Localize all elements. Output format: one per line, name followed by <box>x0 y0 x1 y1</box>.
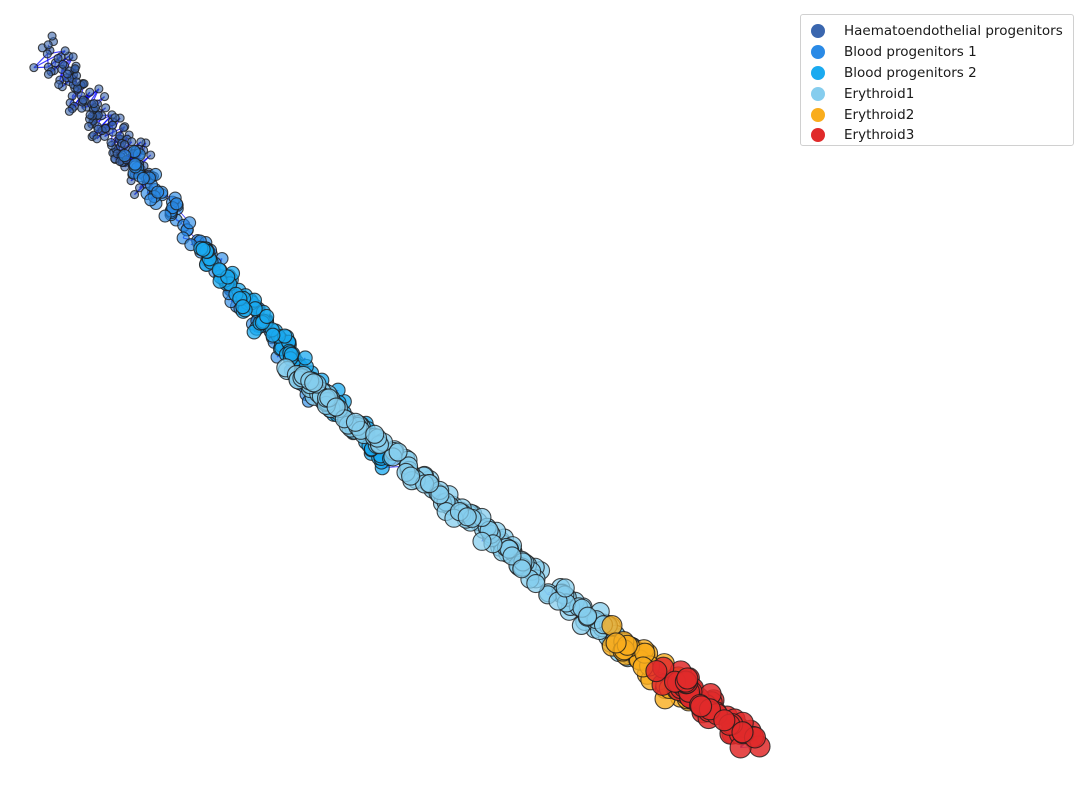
data-point <box>115 131 125 141</box>
data-point <box>259 308 275 325</box>
data-point <box>68 52 78 62</box>
data-point <box>526 573 546 594</box>
data-point <box>146 150 156 160</box>
legend-label: Haematoendothelial progenitors <box>844 23 1063 40</box>
data-point <box>605 632 627 654</box>
data-point <box>235 299 251 315</box>
data-point <box>297 350 313 366</box>
data-point <box>62 69 72 79</box>
legend-label: Erythroid2 <box>844 106 915 123</box>
data-point <box>89 99 99 109</box>
legend: Haematoendothelial progenitors Blood pro… <box>800 14 1074 146</box>
data-point <box>713 709 736 732</box>
data-point <box>83 121 94 132</box>
data-point <box>64 106 74 116</box>
data-point <box>690 695 713 718</box>
data-point <box>502 546 522 566</box>
data-point <box>676 667 699 690</box>
legend-label: Erythroid3 <box>844 127 915 144</box>
data-point <box>304 373 324 393</box>
data-point <box>388 442 408 462</box>
data-point <box>78 95 88 105</box>
data-point <box>119 123 129 133</box>
legend-label: Blood progenitors 1 <box>844 44 977 61</box>
data-point <box>43 40 53 50</box>
data-point <box>183 216 197 230</box>
data-point <box>106 137 116 148</box>
data-point <box>119 140 130 150</box>
data-point <box>100 92 110 102</box>
data-point <box>136 171 150 186</box>
legend-marker <box>811 128 825 143</box>
data-point <box>578 606 598 626</box>
data-point <box>645 660 668 683</box>
data-point <box>100 123 111 134</box>
data-point <box>118 148 132 163</box>
data-point <box>326 397 346 417</box>
data-point <box>419 474 440 494</box>
data-point <box>42 49 52 59</box>
data-point <box>110 113 120 123</box>
data-point <box>195 241 211 257</box>
data-point <box>265 327 281 343</box>
data-point <box>555 578 575 598</box>
data-point <box>79 79 89 89</box>
data-point <box>94 84 104 94</box>
data-point <box>101 103 111 113</box>
data-point <box>129 190 140 200</box>
legend-marker <box>811 65 825 80</box>
data-point <box>93 124 103 134</box>
legend-item: Blood progenitors 2 <box>811 63 1073 84</box>
data-point <box>401 466 421 486</box>
data-point <box>345 412 366 432</box>
legend-label: Blood progenitors 2 <box>844 64 977 81</box>
data-point <box>151 185 165 199</box>
data-point <box>71 77 82 87</box>
data-point <box>457 507 477 527</box>
data-point <box>92 134 102 144</box>
data-points <box>29 31 771 759</box>
data-point <box>211 262 227 278</box>
data-point <box>85 110 95 120</box>
data-point <box>85 87 95 97</box>
legend-item: Erythroid2 <box>811 104 1073 125</box>
legend-item: Erythroid3 <box>811 125 1073 146</box>
data-point <box>54 79 64 90</box>
data-point <box>731 721 754 744</box>
legend-item: Erythroid1 <box>811 83 1073 104</box>
data-point <box>70 64 80 74</box>
legend-item: Blood progenitors 1 <box>811 42 1073 63</box>
legend-label: Erythroid1 <box>844 85 915 102</box>
legend-marker <box>811 107 825 122</box>
data-point <box>158 209 172 223</box>
legend-marker <box>811 86 825 101</box>
data-point <box>47 31 57 41</box>
data-point <box>472 531 492 551</box>
legend-marker <box>811 24 825 39</box>
data-point <box>53 53 63 63</box>
data-point <box>29 63 39 73</box>
data-point <box>512 559 532 579</box>
data-point <box>136 137 146 147</box>
data-point <box>365 424 385 444</box>
legend-item: Haematoendothelial progenitors <box>811 21 1073 42</box>
data-point <box>128 157 142 171</box>
data-point <box>43 69 54 79</box>
data-point <box>60 46 70 56</box>
legend-marker <box>811 45 825 60</box>
data-point <box>170 197 184 211</box>
data-point <box>58 59 68 69</box>
